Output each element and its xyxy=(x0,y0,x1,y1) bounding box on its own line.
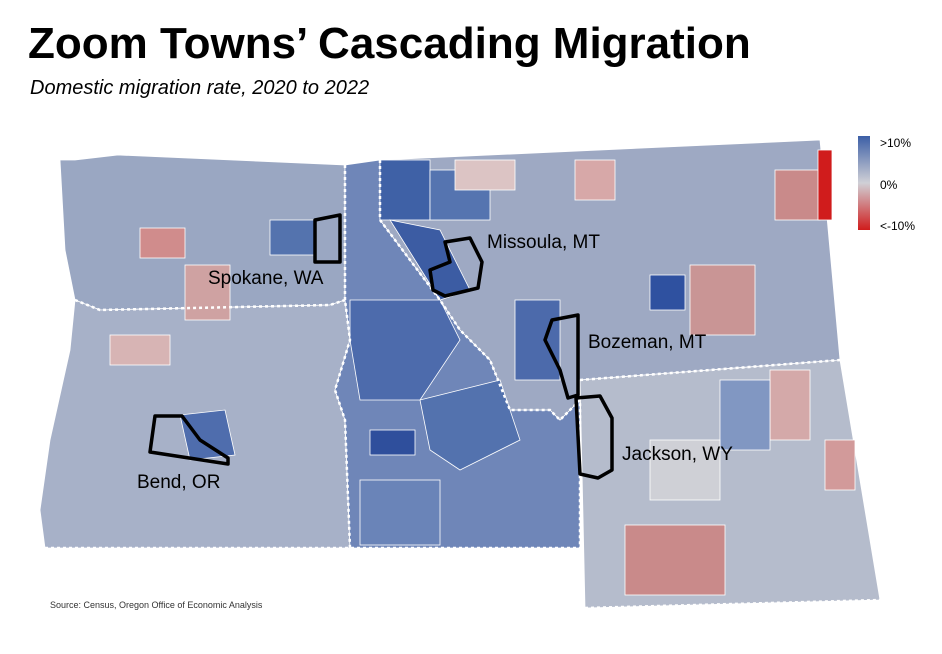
county xyxy=(824,439,856,491)
county xyxy=(574,159,616,201)
title: Zoom Towns’ Cascading Migration xyxy=(28,19,751,68)
county xyxy=(109,334,171,366)
source: Source: Census, Oregon Office of Economi… xyxy=(50,600,263,610)
county xyxy=(774,169,821,221)
city-outline xyxy=(543,313,580,400)
county-patches xyxy=(109,149,856,596)
subtitle: Domestic migration rate, 2020 to 2022 xyxy=(30,77,369,99)
border xyxy=(579,358,841,382)
county xyxy=(649,274,686,311)
county xyxy=(514,299,561,381)
city-outline xyxy=(313,213,342,264)
county xyxy=(184,264,231,321)
county xyxy=(649,439,721,501)
city-label: Bozeman, MT xyxy=(588,332,707,353)
county xyxy=(769,369,811,441)
city-outline xyxy=(428,236,484,298)
county xyxy=(139,227,186,259)
city-label: Missoula, MT xyxy=(487,232,600,253)
legend: >10% 0% <-10% xyxy=(858,136,915,233)
legend-label: <-10% xyxy=(880,219,915,233)
city-outlines xyxy=(148,213,614,480)
border xyxy=(74,298,346,312)
city-label: Bend, OR xyxy=(137,472,220,493)
county xyxy=(269,219,316,256)
city-label: Spokane, WA xyxy=(208,268,324,289)
city-outline xyxy=(574,394,614,480)
county xyxy=(369,429,416,456)
county xyxy=(817,149,833,221)
city-label: Jackson, WY xyxy=(622,444,733,465)
city-outline xyxy=(148,414,230,466)
border xyxy=(378,160,582,548)
border xyxy=(584,598,881,610)
county xyxy=(689,264,756,336)
county xyxy=(359,479,441,546)
county xyxy=(624,524,726,596)
legend-label: >10% xyxy=(880,136,911,150)
legend-label: 0% xyxy=(880,178,898,192)
county xyxy=(379,159,431,221)
county xyxy=(454,159,516,191)
state-borders xyxy=(45,160,881,610)
county xyxy=(419,379,521,471)
map: Spokane, WA Missoula, MT Bozeman, MT Jac… xyxy=(39,139,881,610)
legend-colorbar xyxy=(858,136,870,230)
county xyxy=(179,409,236,461)
county xyxy=(719,379,771,451)
